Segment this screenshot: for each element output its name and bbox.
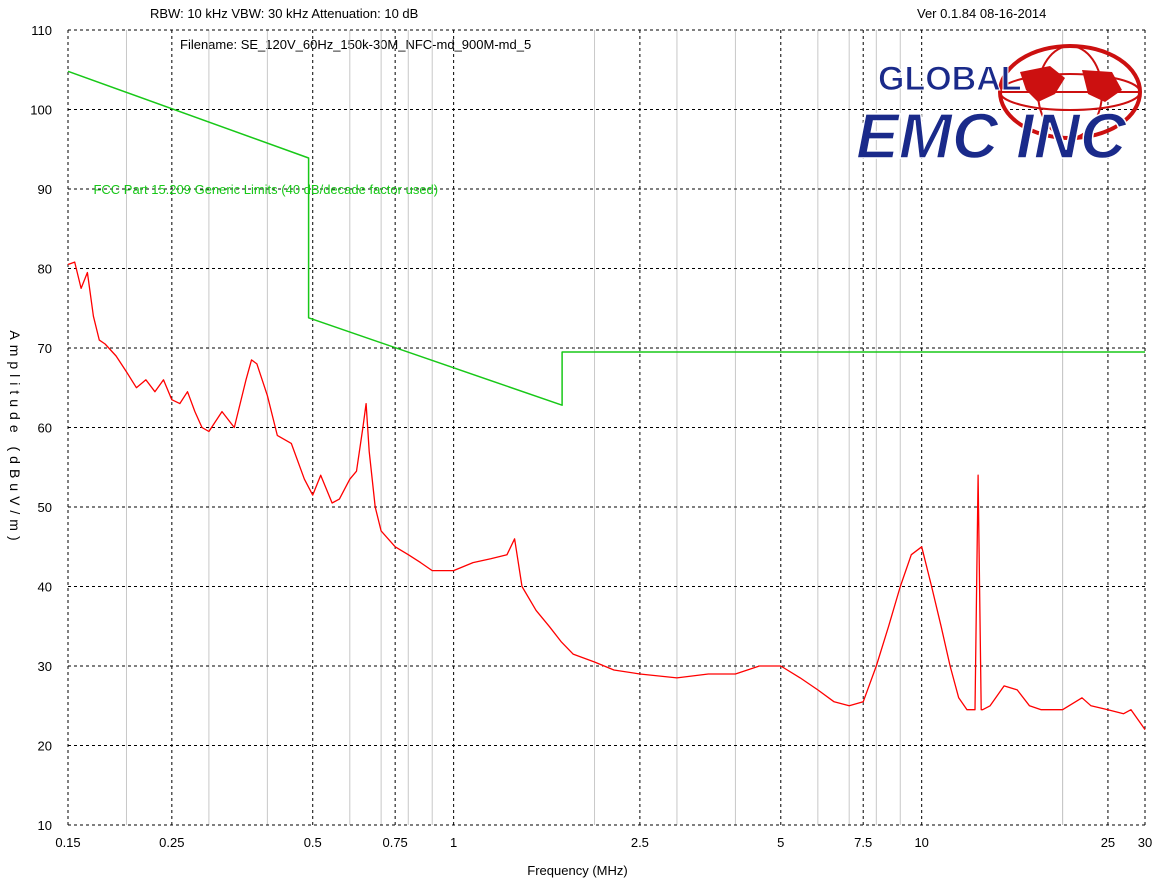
limit-line	[67, 70, 1145, 406]
y-tick-label: 80	[38, 262, 52, 277]
x-tick-label: 30	[1138, 835, 1152, 850]
x-tick-label: 0.5	[304, 835, 322, 850]
y-tick-label: 10	[38, 818, 52, 833]
x-tick-label: 1	[450, 835, 457, 850]
x-tick-label: 0.15	[55, 835, 80, 850]
y-tick-label: 30	[38, 659, 52, 674]
major-grid	[67, 29, 1146, 826]
x-tick-label: 25	[1101, 835, 1115, 850]
y-tick-label: 40	[38, 580, 52, 595]
y-tick-label: 50	[38, 500, 52, 515]
limit-annotation: FCC Part 15.209 Generic Limits (40 dB/de…	[93, 182, 438, 197]
x-tick-label: 0.75	[382, 835, 407, 850]
x-axis-label: Frequency (MHz)	[527, 863, 628, 878]
y-axis-label: Amplitude (dBuV/m)	[7, 330, 23, 546]
global-emc-logo: GLOBAL EMC INC	[855, 44, 1142, 167]
x-tick-label: 0.25	[159, 835, 184, 850]
measurement-settings: RBW: 10 kHz VBW: 30 kHz Attenuation: 10 …	[150, 6, 419, 21]
y-tick-label: 100	[30, 103, 52, 118]
globe-icon	[998, 44, 1142, 140]
x-tick-label: 10	[914, 835, 928, 850]
y-tick-label: 70	[38, 341, 52, 356]
y-tick-label: 110	[31, 23, 52, 38]
x-tick-label: 2.5	[631, 835, 649, 850]
logo-text-global: GLOBAL	[878, 60, 1022, 98]
y-tick-label: 20	[38, 739, 52, 754]
tick-labels: 0.15 0.25 0.5 0.75 1 2.5 5 7.5 10 25 30 10 20 30 40 50 6…	[30, 23, 1152, 850]
version-date: Ver 0.1.84 08-16-2014	[917, 6, 1047, 21]
x-tick-label: 5	[777, 835, 784, 850]
emission-trace	[67, 261, 1146, 730]
y-tick-label: 60	[38, 421, 52, 436]
series-layer	[67, 70, 1146, 730]
y-tick-label: 90	[38, 182, 52, 197]
x-tick-label: 7.5	[854, 835, 872, 850]
logo-text-emc-inc: EMC INC	[856, 100, 1127, 167]
